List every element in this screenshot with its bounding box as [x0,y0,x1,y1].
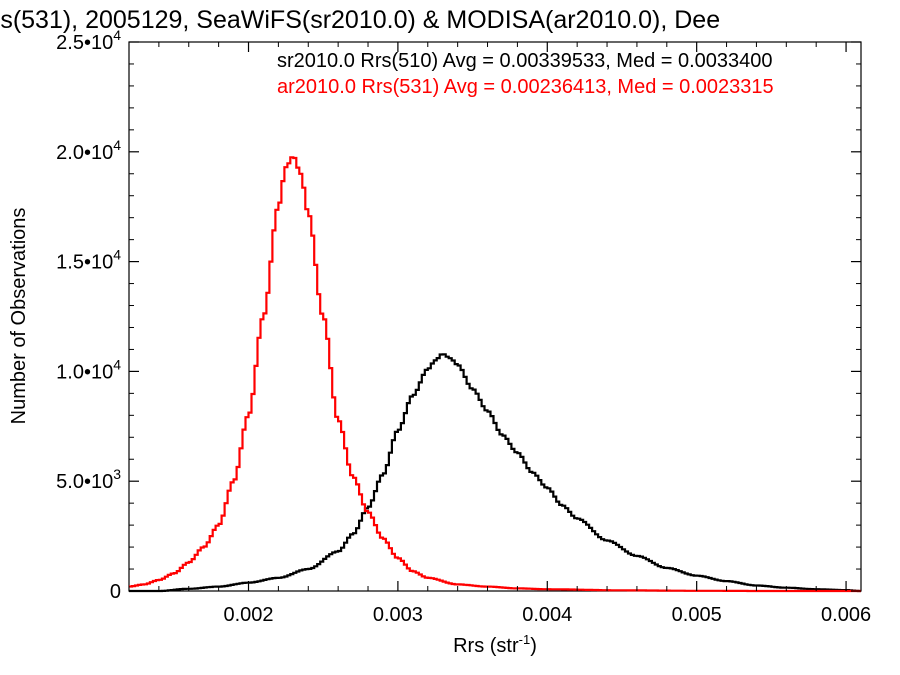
y-tick-label-2: 1.0•104 [56,356,121,383]
x-axis-label-superscript: -1 [519,632,531,647]
y-tick-label-1: 5.0•103 [56,466,121,493]
plot-frame [128,41,862,592]
y-tick-label-5: 2.5•104 [56,27,121,54]
x-tick-label-1: 0.003 [373,604,423,626]
series-line-0 [129,353,861,593]
y-tick-label-0: 0 [110,581,121,603]
x-axis-label-end: ) [530,635,537,657]
x-tick-label-4: 0.006 [821,604,871,626]
y-tick-label-4: 2.0•104 [56,137,121,164]
x-axis-label: Rrs (str-1) [453,632,537,657]
x-tick-label-0: 0.002 [223,604,273,626]
legend-entry-ar2010: ar2010.0 Rrs(531) Avg = 0.00236413, Med … [277,76,774,98]
y-axis-label: Number of Observations [8,208,30,425]
series-line-1 [129,156,861,593]
tick-layer: 0.002 0.003 0.004 0.005 0.006 0 5.0•103 1.0•104… [56,27,871,626]
legend-entry-sr2010: sr2010.0 Rrs(510) Avg = 0.00339533, Med … [277,50,773,72]
x-axis-label-text: Rrs (str [453,635,519,657]
x-tick-label-3: 0.005 [672,604,722,626]
x-tick-label-2: 0.004 [522,604,572,626]
y-tick-label-3: 1.5•104 [56,247,121,274]
chart-title: rs(531), 2005129, SeaWiFS(sr2010.0) & MO… [0,6,720,34]
series-layer [129,156,861,593]
